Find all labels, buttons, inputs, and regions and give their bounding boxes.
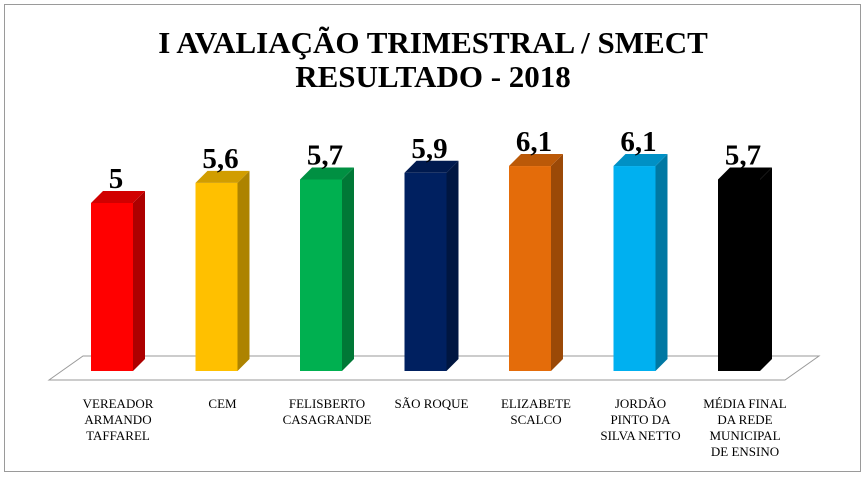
bar-side — [551, 154, 563, 371]
bar-front — [195, 182, 238, 371]
bar-side — [133, 191, 145, 371]
chart-frame: I AVALIAÇÃO TRIMESTRAL / SMECT RESULTADO… — [4, 4, 861, 472]
bar — [613, 154, 668, 371]
x-tick-label: CEM — [208, 396, 237, 411]
chart-title: I AVALIAÇÃO TRIMESTRAL / SMECT — [158, 25, 708, 60]
bar-top — [91, 191, 145, 203]
bar — [300, 167, 354, 371]
bar-front — [509, 166, 551, 371]
bar-top — [718, 167, 772, 180]
bar — [404, 160, 459, 371]
x-tick-label: FELISBERTO CASAGRANDE — [283, 396, 372, 427]
data-label: 5 — [109, 163, 124, 195]
bar-side — [760, 167, 772, 371]
bar-side — [342, 167, 354, 371]
chart-subtitle: RESULTADO - 2018 — [295, 59, 571, 94]
bar — [718, 167, 772, 371]
data-label: 5,6 — [202, 143, 238, 175]
value-labels: 5 5,6 5,7 5,9 6,1 6,1 5,7 — [109, 126, 761, 195]
data-label: 5,7 — [307, 139, 343, 171]
bar-top — [613, 154, 668, 167]
x-tick-label: SÃO ROQUE — [394, 396, 468, 411]
bar — [509, 154, 563, 371]
bar-side — [655, 154, 668, 371]
data-label: 6,1 — [620, 126, 656, 158]
bar-side — [446, 160, 459, 371]
bar-side — [237, 170, 250, 371]
bar-top — [195, 170, 250, 183]
x-tick-label: ELIZABETE SCALCO — [501, 396, 571, 427]
bar — [195, 170, 250, 371]
x-tick-label: MÉDIA FINAL DA REDE MUNICIPAL DE ENSINO — [703, 396, 786, 459]
bar-chart: I AVALIAÇÃO TRIMESTRAL / SMECT RESULTADO… — [47, 25, 821, 459]
x-tick-label: JORDÃO PINTO DA SILVA NETTO — [600, 396, 680, 443]
bar-top — [404, 160, 459, 173]
data-label: 5,7 — [725, 139, 761, 171]
bar-series — [91, 154, 772, 371]
bar-front — [404, 172, 447, 371]
bar-top — [300, 167, 354, 180]
data-label: 6,1 — [516, 126, 552, 158]
x-tick-label: VEREADOR ARMANDO TAFFAREL — [83, 396, 154, 443]
bar-front — [300, 179, 342, 371]
category-labels: VEREADOR ARMANDO TAFFAREL CEM FELISBERTO CASA… — [83, 396, 787, 459]
bar — [91, 191, 145, 371]
bar-front — [718, 179, 760, 371]
bar-front — [91, 203, 133, 371]
data-label: 5,9 — [411, 133, 447, 165]
bar-top — [509, 154, 563, 167]
bar-front — [613, 166, 656, 371]
